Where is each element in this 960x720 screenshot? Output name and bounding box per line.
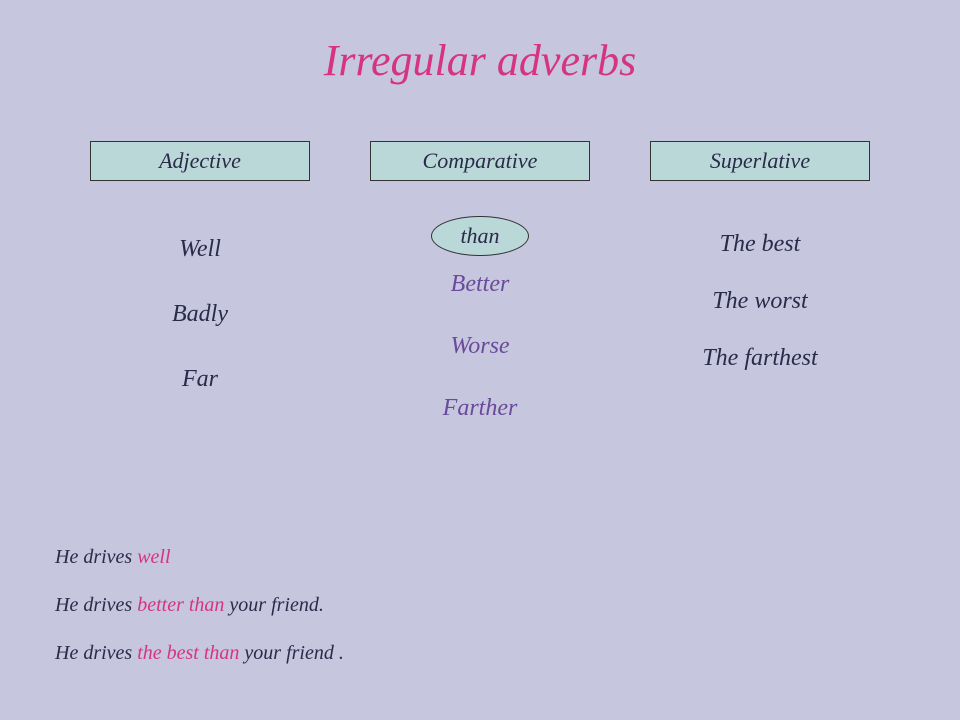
examples-block: He drives well He drives better than you… (55, 546, 344, 665)
comparative-word: Farther (443, 395, 518, 422)
adjective-word-list: Well Badly Far (60, 236, 340, 393)
example-text: He drives (55, 594, 137, 616)
example-highlight: the best than (137, 642, 239, 664)
comparative-word: Better (451, 271, 510, 298)
than-connector-wrap: than (340, 181, 620, 256)
example-highlight: better than (137, 594, 224, 616)
superlative-word: The best (720, 231, 801, 258)
example-sentence: He drives better than your friend. (55, 594, 344, 617)
comparative-word: Worse (450, 333, 509, 360)
comparative-header: Comparative (370, 141, 590, 181)
example-highlight: well (137, 546, 170, 568)
superlative-column: Superlative The best The worst The farth… (620, 141, 900, 422)
example-text: He drives (55, 642, 137, 664)
adjective-word: Badly (172, 301, 228, 328)
adjective-column: Adjective Well Badly Far (60, 141, 340, 422)
superlative-header: Superlative (650, 141, 870, 181)
comparative-word-list: Better Worse Farther (340, 271, 620, 422)
example-text: your friend. (224, 594, 323, 616)
superlative-word-list: The best The worst The farthest (620, 231, 900, 372)
adjective-word: Well (179, 236, 221, 263)
columns-container: Adjective Well Badly Far Comparative tha… (0, 141, 960, 422)
comparative-column: Comparative than Better Worse Farther (340, 141, 620, 422)
slide-title: Irregular adverbs (0, 0, 960, 86)
example-text: your friend . (239, 642, 343, 664)
than-connector: than (431, 216, 528, 256)
superlative-word: The worst (712, 288, 807, 315)
example-sentence: He drives the best than your friend . (55, 642, 344, 665)
adjective-word: Far (182, 366, 218, 393)
adjective-header: Adjective (90, 141, 310, 181)
example-text: He drives (55, 546, 137, 568)
example-sentence: He drives well (55, 546, 344, 569)
superlative-word: The farthest (702, 345, 817, 372)
